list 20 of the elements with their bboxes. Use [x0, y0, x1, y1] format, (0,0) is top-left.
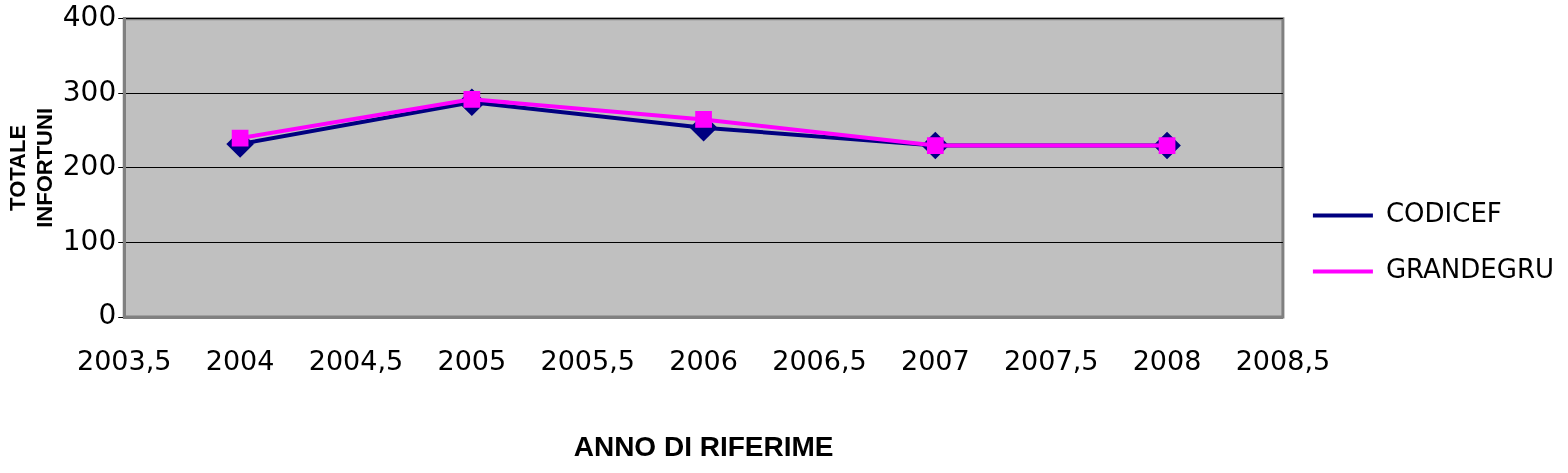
x-tick-label: 2008,5 — [1235, 345, 1331, 377]
y-tick-label: 0 — [98, 298, 117, 332]
x-tick-label: 2006,5 — [772, 345, 867, 377]
x-tick-label: 2005,5 — [540, 345, 635, 377]
x-axis-title: ANNO DI RIFERIME — [573, 430, 834, 462]
legend-label: GRANDEGRU — [1385, 254, 1555, 285]
y-tick-label: 400 — [62, 0, 117, 34]
y-axis-title: TOTALE INFORTUNI — [5, 108, 57, 228]
x-tick-label: 2007,5 — [1003, 345, 1099, 377]
y-tick-label: 100 — [62, 223, 117, 257]
x-tick-label: 2004,5 — [308, 345, 404, 377]
x-tick-label: 2006 — [669, 345, 738, 377]
x-tick-label: 2004 — [205, 345, 275, 377]
x-tick-label: 2003,5 — [77, 345, 172, 377]
y-tick-label: 200 — [62, 149, 117, 183]
x-tick-label: 2007 — [900, 345, 970, 377]
x-tick-label: 2008 — [1132, 345, 1202, 377]
x-tick-label: 2005 — [437, 345, 507, 377]
legend-label: CODICEF — [1385, 198, 1502, 229]
y-tick-label: 300 — [62, 74, 117, 108]
